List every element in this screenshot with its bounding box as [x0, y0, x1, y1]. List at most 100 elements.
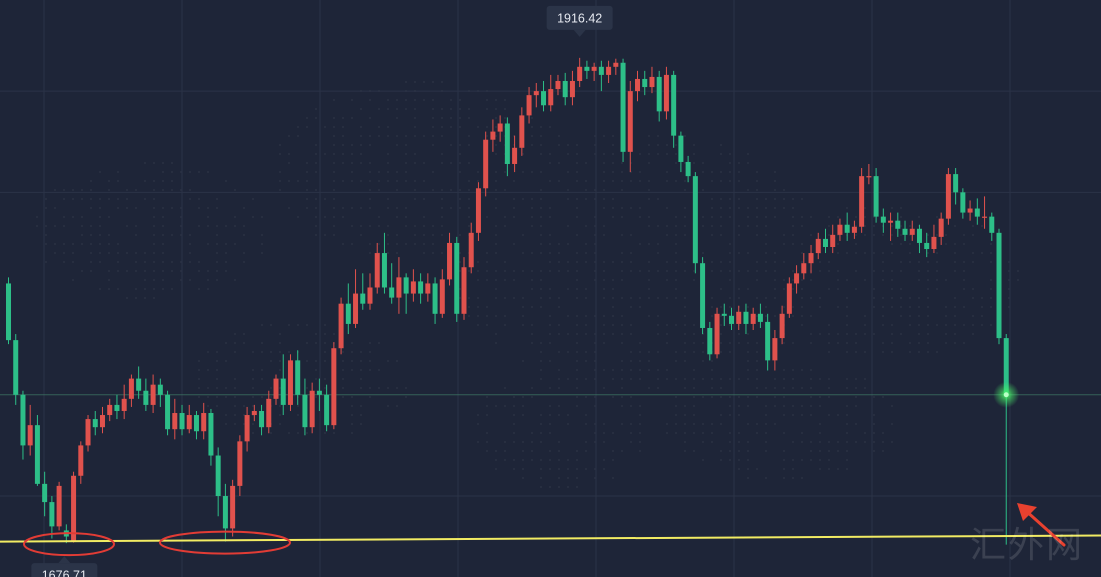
map-dot — [162, 216, 164, 218]
map-dot — [612, 153, 614, 155]
map-dot — [360, 423, 362, 425]
map-dot — [837, 468, 839, 470]
map-dot — [720, 306, 722, 308]
map-dot — [531, 459, 533, 461]
map-dot — [711, 387, 713, 389]
map-dot — [198, 288, 200, 290]
map-dot — [720, 270, 722, 272]
map-dot — [432, 225, 434, 227]
candle-body — [851, 226, 857, 233]
map-dot — [423, 81, 425, 83]
map-dot — [54, 207, 56, 209]
candle-body — [56, 485, 62, 527]
map-dot — [414, 180, 416, 182]
map-dot — [207, 387, 209, 389]
map-dot — [666, 423, 668, 425]
map-dot — [747, 252, 749, 254]
map-dot — [927, 324, 929, 326]
map-dot — [252, 423, 254, 425]
map-dot — [918, 342, 920, 344]
map-dot — [594, 441, 596, 443]
map-dot — [369, 144, 371, 146]
map-dot — [324, 126, 326, 128]
map-dot — [846, 468, 848, 470]
map-dot — [666, 180, 668, 182]
map-dot — [720, 423, 722, 425]
map-dot — [684, 234, 686, 236]
candle-body — [237, 441, 243, 486]
map-dot — [378, 225, 380, 227]
map-dot — [657, 252, 659, 254]
map-dot — [549, 423, 551, 425]
map-dot — [1017, 270, 1019, 272]
candle-body — [475, 188, 481, 233]
map-dot — [252, 351, 254, 353]
support-line — [0, 534, 1101, 543]
map-dot — [594, 369, 596, 371]
map-dot — [531, 441, 533, 443]
map-dot — [576, 270, 578, 272]
map-dot — [495, 126, 497, 128]
map-dot — [90, 207, 92, 209]
map-dot — [99, 198, 101, 200]
map-dot — [801, 297, 803, 299]
map-dot — [873, 234, 875, 236]
map-dot — [396, 99, 398, 101]
map-dot — [765, 441, 767, 443]
map-dot — [729, 450, 731, 452]
map-dot — [801, 288, 803, 290]
map-dot — [90, 261, 92, 263]
map-dot — [558, 333, 560, 335]
map-dot — [612, 135, 614, 137]
map-dot — [702, 171, 704, 173]
map-dot — [414, 135, 416, 137]
map-dot — [612, 198, 614, 200]
map-dot — [135, 234, 137, 236]
map-dot — [594, 360, 596, 362]
map-dot — [306, 360, 308, 362]
map-dot — [387, 135, 389, 137]
map-dot — [828, 387, 830, 389]
map-dot — [594, 432, 596, 434]
map-dot — [594, 342, 596, 344]
map-dot — [783, 459, 785, 461]
map-dot — [801, 279, 803, 281]
map-dot — [639, 207, 641, 209]
map-dot — [828, 450, 830, 452]
map-dot — [729, 162, 731, 164]
map-dot — [720, 207, 722, 209]
map-dot — [531, 225, 533, 227]
map-dot — [774, 378, 776, 380]
map-dot — [495, 153, 497, 155]
map-dot — [801, 369, 803, 371]
map-dot — [333, 432, 335, 434]
candle-body — [526, 95, 532, 116]
candle-body — [410, 281, 416, 294]
map-dot — [729, 252, 731, 254]
map-dot — [585, 189, 587, 191]
map-dot — [846, 306, 848, 308]
map-dot — [198, 171, 200, 173]
map-dot — [495, 468, 497, 470]
map-dot — [153, 252, 155, 254]
map-dot — [207, 279, 209, 281]
map-dot — [540, 378, 542, 380]
map-dot — [306, 117, 308, 119]
map-dot — [585, 450, 587, 452]
map-dot — [927, 315, 929, 317]
map-dot — [693, 153, 695, 155]
map-dot — [495, 459, 497, 461]
map-dot — [738, 333, 740, 335]
map-dot — [873, 432, 875, 434]
map-dot — [639, 360, 641, 362]
map-dot — [477, 270, 479, 272]
map-dot — [828, 324, 830, 326]
map-dot — [729, 441, 731, 443]
map-dot — [720, 396, 722, 398]
map-dot — [189, 234, 191, 236]
map-dot — [486, 270, 488, 272]
map-dot — [657, 135, 659, 137]
map-dot — [783, 342, 785, 344]
map-dot — [711, 315, 713, 317]
map-dot — [99, 243, 101, 245]
